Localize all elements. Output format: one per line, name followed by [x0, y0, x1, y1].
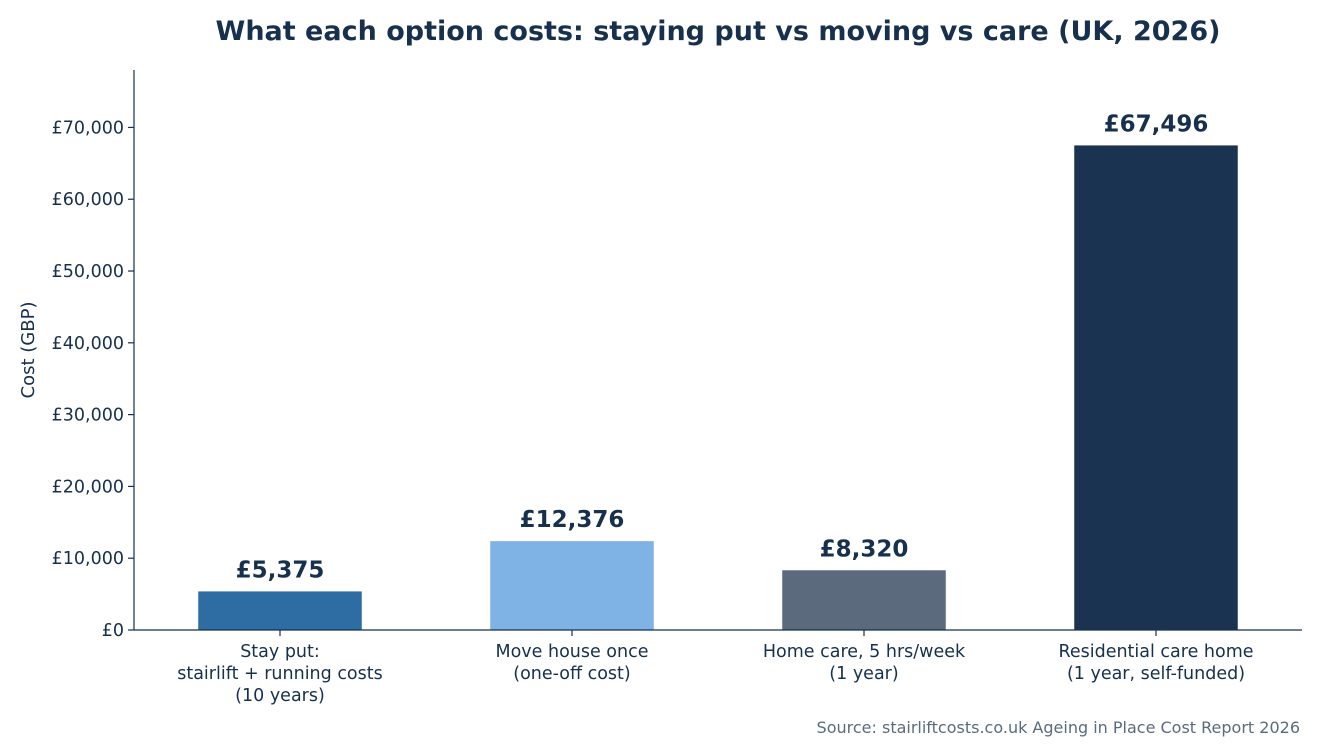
- bars: [198, 145, 1238, 630]
- data-labels: £5,375 £12,376 £8,320 £67,496: [236, 111, 1209, 583]
- x-tick-label-line: (one-off cost): [513, 664, 631, 684]
- source-note: Source: stairliftcosts.co.uk Ageing in P…: [817, 718, 1300, 737]
- bar: [490, 541, 654, 630]
- x-tick-label: Stay put: stairlift + running costs (10 ye…: [177, 642, 383, 706]
- chart-title: What each option costs: staying put vs m…: [216, 16, 1221, 47]
- y-tick-label: £0: [102, 621, 124, 641]
- y-tick-label: £20,000: [52, 477, 124, 497]
- data-label: £5,375: [236, 557, 325, 583]
- x-tick-label-line: Home care, 5 hrs/week: [763, 642, 966, 662]
- x-tick-label-line: Stay put:: [240, 642, 320, 662]
- x-tick-label-line: Residential care home: [1058, 642, 1253, 662]
- y-tick-label: £70,000: [52, 118, 124, 138]
- y-tick-label: £60,000: [52, 190, 124, 210]
- x-tick-label-line: (1 year, self-funded): [1067, 664, 1245, 684]
- bar: [1074, 145, 1238, 630]
- y-tick-label: £10,000: [52, 549, 124, 569]
- x-tick-label-line: Move house once: [495, 642, 648, 662]
- x-tick-label-line: (1 year): [829, 664, 898, 684]
- data-label: £12,376: [520, 507, 625, 533]
- y-axis-ticks: £0 £10,000 £20,000 £30,000 £40,000 £50,000 £60…: [52, 118, 134, 641]
- y-axis-label: Cost (GBP): [18, 302, 39, 399]
- y-tick-label: £40,000: [52, 334, 124, 354]
- y-tick-label: £50,000: [52, 262, 124, 282]
- x-tick-label-line: stairlift + running costs: [177, 664, 383, 684]
- data-label: £8,320: [820, 536, 909, 562]
- y-tick-label: £30,000: [52, 406, 124, 426]
- bar: [782, 570, 946, 630]
- x-tick-label: Move house once (one-off cost): [495, 642, 648, 684]
- x-tick-label: Residential care home (1 year, self-funde…: [1058, 642, 1253, 684]
- data-label: £67,496: [1104, 111, 1209, 137]
- x-axis-ticks: Stay put: stairlift + running costs (10 ye…: [177, 630, 1254, 706]
- x-tick-label: Home care, 5 hrs/week (1 year): [763, 642, 966, 684]
- bar: [198, 591, 362, 630]
- x-tick-label-line: (10 years): [235, 686, 325, 706]
